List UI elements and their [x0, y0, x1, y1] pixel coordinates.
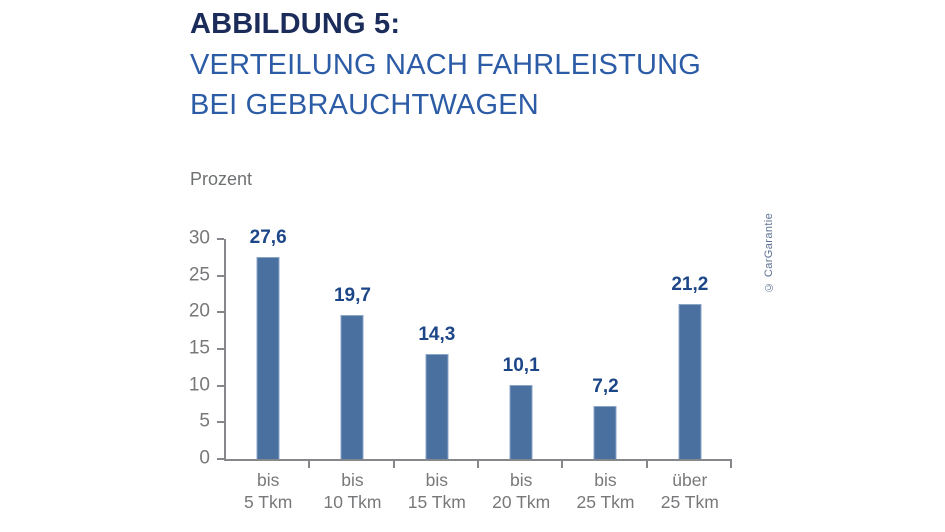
x-category-label-line2: 25 Tkm	[660, 492, 719, 512]
x-category-label-line1: bis	[425, 470, 448, 490]
plot-area: 0 5 10 15 20 25 30 27,6 bis 5 Tkm 19,7 bis 10 Tkm 14,…	[189, 227, 732, 512]
x-category-label-line2: 10 Tkm	[323, 492, 382, 512]
x-category-label: bis 10 Tkm	[304, 469, 400, 513]
bar-column: 27,6 bis 5 Tkm	[226, 227, 310, 512]
bar-value-label: 19,7	[333, 284, 371, 306]
bar-value-label: 21,2	[671, 273, 709, 295]
y-axis-tick	[217, 384, 224, 387]
bar-column: 21,2 über 25 Tkm	[648, 239, 732, 512]
x-category-label-line2: 20 Tkm	[492, 492, 551, 512]
x-category-label-line1: bis	[341, 470, 364, 490]
x-category-label-line1: bis	[256, 470, 280, 490]
figure-header: ABBILDUNG 5: VERTEILUNG NACH FAHRLEISTUN…	[190, 4, 750, 125]
x-axis-tick	[561, 461, 564, 468]
x-axis-tick	[645, 461, 648, 468]
bar-value-label: 27,6	[249, 226, 287, 248]
x-category-label-line2: 5 Tkm	[244, 492, 293, 512]
x-axis-tick	[308, 461, 311, 468]
y-axis-unit-label: Prozent	[190, 169, 253, 189]
bar-value-label: 10,1	[502, 354, 540, 376]
y-axis-tick-label: 5	[199, 410, 210, 432]
copyright-credit: © CarGarantie	[763, 212, 775, 293]
bar-column: 7,2 bis 25 Tkm	[563, 239, 647, 512]
x-category-label: bis 20 Tkm	[473, 469, 569, 513]
x-category-label-line2: 25 Tkm	[576, 492, 635, 512]
bar	[593, 406, 617, 459]
x-category-label-line1: bis	[509, 470, 533, 490]
x-category-label-line1: bis	[594, 470, 617, 490]
x-axis-tick	[392, 461, 395, 468]
y-axis-tick-label: 20	[188, 300, 210, 322]
x-category-label-line1: über	[672, 470, 708, 490]
y-axis-tick	[217, 348, 224, 350]
x-axis-tick	[477, 461, 479, 468]
bar-value-label: 14,3	[418, 324, 456, 346]
y-axis-tick	[217, 421, 224, 424]
bar	[256, 256, 280, 459]
y-axis-tick-label: 15	[188, 337, 210, 359]
bar-value-label: 7,2	[592, 376, 619, 398]
y-axis-tick-label: 10	[188, 374, 210, 396]
y-axis-tick-label: 25	[188, 264, 210, 286]
bar	[340, 314, 364, 459]
figure-title: ABBILDUNG 5:	[190, 8, 401, 40]
x-axis-tick	[730, 461, 732, 468]
x-category-label-line2: 15 Tkm	[407, 492, 466, 512]
y-axis-tick	[217, 311, 224, 314]
bar	[425, 354, 449, 459]
x-category-label: bis 5 Tkm	[220, 469, 316, 513]
y-axis-tick-label: 0	[199, 447, 210, 469]
bar	[678, 303, 702, 459]
y-axis-tick	[217, 274, 224, 277]
bar	[509, 384, 533, 459]
x-category-label: bis 25 Tkm	[557, 469, 653, 513]
x-category-label: bis 15 Tkm	[389, 469, 485, 513]
bar-column: 10,1 bis 20 Tkm	[479, 239, 563, 512]
x-category-label: über 25 Tkm	[642, 469, 738, 513]
y-axis-tick	[217, 238, 224, 240]
y-axis-tick-label: 30	[188, 227, 210, 249]
bar-column: 19,7 bis 10 Tkm	[310, 239, 394, 512]
y-axis-tick	[217, 458, 224, 460]
figure-subtitle: VERTEILUNG NACH FAHRLEISTUNG BEI GEBRAUC…	[190, 49, 702, 121]
bar-column: 14,3 bis 15 Tkm	[395, 239, 479, 512]
